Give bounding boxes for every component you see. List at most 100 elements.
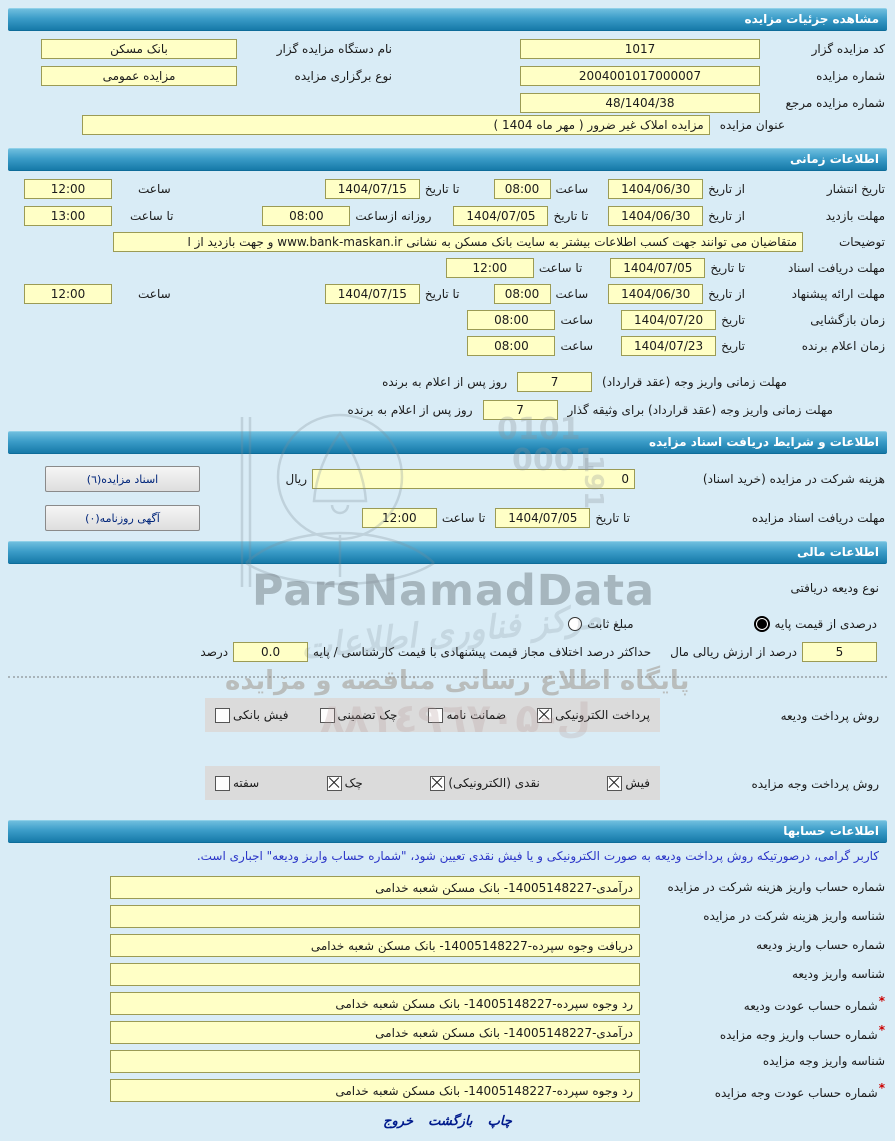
visit-until-hour-field: 13:00: [24, 206, 112, 226]
publish-to-hour-field: 12:00: [24, 179, 112, 199]
auction-documents-button[interactable]: اسناد مزایده(٦): [45, 466, 200, 492]
checkbox-certified-cheque[interactable]: [319, 707, 335, 723]
deposit-id-field: [110, 962, 640, 986]
from-date-label: از تاریخ: [708, 182, 745, 196]
payment-deadline-1-days-field: 7: [517, 372, 593, 392]
until-hour-label: تا ساعت: [130, 209, 174, 223]
payment-deadline-row-2: مهلت زمانی واریز وجه (عقد قرارداد) برای …: [10, 399, 885, 421]
deposit-return-account-label: *شماره حساب عودت ودیعه: [743, 993, 885, 1013]
auctioneer-code-label: کد مزایده گزار: [811, 42, 885, 56]
deposit-id-label: شناسه واریز ودیعه: [791, 967, 885, 981]
deposit-method-label: روش پرداخت ودیعه: [780, 709, 879, 723]
checkbox-electronic-payment[interactable]: [537, 707, 553, 723]
deposit-percent-label: درصد از ارزش ریالی مال: [670, 645, 797, 659]
account-row: *شماره حساب عودت وجه مزایده رد وجوه سپرد…: [10, 1078, 885, 1102]
offer-deadline-row: مهلت ارائه پیشنهاد از تاریخ 1404/06/30 س…: [10, 283, 885, 305]
required-asterisk: *: [878, 1080, 885, 1095]
radio-percent-of-base-price[interactable]: [753, 616, 770, 632]
section-header-financial: اطلاعات مالی: [8, 541, 887, 564]
hour-label: ساعت: [560, 339, 594, 353]
section-header-accounts: اطلاعات حسابها: [8, 820, 887, 843]
publish-from-date-field: 1404/06/30: [608, 179, 704, 199]
participation-fee-row: هزینه شرکت در مزایده (خرید اسناد) 0 ریال: [10, 468, 885, 490]
section-header-doc-terms: اطلاعات و شرایط دریافت اسناد مزایده: [8, 431, 887, 454]
auction-type-field: مزایده عمومی: [41, 66, 237, 86]
dotted-divider: [8, 676, 887, 678]
section-title: اطلاعات مالی: [796, 545, 879, 559]
opening-date-field: 1404/07/20: [621, 310, 717, 330]
deposit-method-label-row: روش پرداخت ودیعه: [10, 705, 885, 727]
accounts-note: کاربر گرامی، درصورتیکه روش پرداخت ودیعه …: [196, 849, 879, 863]
fee-deposit-id-label: شناسه واریز هزینه شرکت در مزایده: [703, 909, 885, 923]
offer-to-hour-pair: ساعت 12:00: [24, 283, 176, 305]
winner-date-field: 1404/07/23: [621, 336, 717, 356]
deposit-percent-field: 5: [802, 642, 877, 662]
section-header-time-info: اطلاعات زمانی: [8, 148, 887, 171]
section-title: اطلاعات و شرایط دریافت اسناد مزایده: [648, 435, 879, 449]
doc-receive-to-date-field: 1404/07/05: [610, 258, 706, 278]
checkbox-bank-slip[interactable]: [215, 707, 231, 723]
doc-receive-deadline-2-label: مهلت دریافت اسناد مزایده: [751, 511, 885, 525]
until-hour-label: تا ساعت: [441, 511, 486, 525]
hour-label: ساعت: [138, 287, 171, 301]
payment-method-option: نقدی (الکترونیکی): [430, 775, 540, 791]
publish-to-hour-pair: ساعت 12:00: [24, 178, 176, 200]
auction-title-field: مزایده املاک غیر ضرور ( مهر ماه 1404 ): [81, 115, 710, 135]
general-row-4: عنوان مزایده مزایده املاک غیر ضرور ( مهر…: [10, 114, 885, 136]
participation-fee-field: 0: [312, 469, 635, 489]
payment-deadline-1-suffix: روز پس از اعلام به برنده: [382, 375, 508, 389]
payment-deadline-2-label: مهلت زمانی واریز وجه (عقد قرارداد) برای …: [567, 403, 833, 417]
to-date-label: تا تاریخ: [424, 182, 460, 196]
checkbox-cheque[interactable]: [326, 775, 342, 791]
payment-deadline-2-suffix: روز پس از اعلام به برنده: [347, 403, 473, 417]
print-link[interactable]: چاپ: [487, 1114, 512, 1129]
participation-fee-label: هزینه شرکت در مزایده (خرید اسناد): [702, 472, 885, 486]
required-asterisk: *: [878, 1022, 885, 1037]
opening-time-label: زمان بازگشایی: [810, 313, 885, 327]
doc-deadline-date-field: 1404/07/05: [495, 508, 591, 528]
deposit-method-option: فیش بانکی: [215, 707, 288, 723]
auction-ref-label: شماره مزایده مرجع: [785, 96, 885, 110]
doc-receive-hour-field: 12:00: [445, 258, 534, 278]
auction-payment-id-label: شناسه واریز وجه مزایده: [762, 1054, 885, 1068]
to-date-label: تا تاریخ: [595, 511, 630, 525]
checkbox-cash-electronic[interactable]: [430, 775, 446, 791]
exit-link[interactable]: خروج: [383, 1114, 414, 1129]
checkbox-label: ضمانت نامه: [446, 708, 507, 722]
from-date-label: از تاریخ: [708, 287, 745, 301]
publish-date-label: تاریخ انتشار: [826, 182, 885, 196]
payment-method-label-row: روش پرداخت وجه مزایده: [10, 773, 885, 795]
doc-receive-deadline-row-2: مهلت دریافت اسناد مزایده تا تاریخ 1404/0…: [10, 507, 885, 529]
payment-method-option: فیش: [607, 775, 650, 791]
newspaper-ad-button[interactable]: آگهی روزنامه(۰): [45, 505, 200, 531]
back-link[interactable]: بازگشت: [428, 1114, 473, 1129]
offer-deadline-label: مهلت ارائه پیشنهاد: [791, 287, 885, 301]
account-row: شماره حساب واریز ودیعه دریافت وجوه سپرده…: [10, 933, 885, 957]
checkbox-slip[interactable]: [607, 775, 623, 791]
fee-deposit-account-label: شماره حساب واریز هزینه شرکت در مزایده: [667, 880, 885, 894]
winner-hour-field: 08:00: [467, 336, 556, 356]
winner-announce-row: زمان اعلام برنده تاریخ 1404/07/23 ساعت 0…: [10, 335, 885, 357]
deposit-method-option: ضمانت نامه: [428, 707, 507, 723]
payment-method-option: سفته: [215, 775, 260, 791]
radio-fixed-amount[interactable]: [568, 617, 583, 631]
footer-actions: چاپ بازگشت خروج: [0, 1110, 895, 1129]
general-row-2: شماره مزایده 2004001017000007 نوع برگزار…: [10, 65, 885, 87]
checkbox-label: سفته: [233, 776, 260, 790]
checkbox-guarantee-letter[interactable]: [428, 707, 444, 723]
section-header-view-details: مشاهده جزئیات مزایده: [8, 8, 887, 31]
deposit-account-field: دریافت وجوه سپرده-14005148227- بانک مسکن…: [110, 933, 640, 957]
hour-label: ساعت: [555, 182, 589, 196]
section-title: مشاهده جزئیات مزایده: [744, 12, 879, 26]
checkbox-promissory-note[interactable]: [215, 775, 230, 791]
offer-hour-field: 08:00: [493, 284, 551, 304]
offer-from-date-field: 1404/06/30: [608, 284, 704, 304]
account-row: شناسه واریز هزینه شرکت در مزایده: [10, 904, 885, 928]
visit-to-date-field: 1404/07/05: [453, 206, 549, 226]
auction-payment-account-label: *شماره حساب واریز وجه مزایده: [719, 1022, 885, 1042]
max-diff-field: 0.0: [233, 642, 309, 662]
publish-date-row: تاریخ انتشار از تاریخ 1404/06/30 ساعت 08…: [10, 178, 885, 200]
auction-title-label: عنوان مزایده: [719, 118, 785, 132]
checkbox-label: فیش: [625, 776, 650, 790]
date-label: تاریخ: [721, 313, 745, 327]
